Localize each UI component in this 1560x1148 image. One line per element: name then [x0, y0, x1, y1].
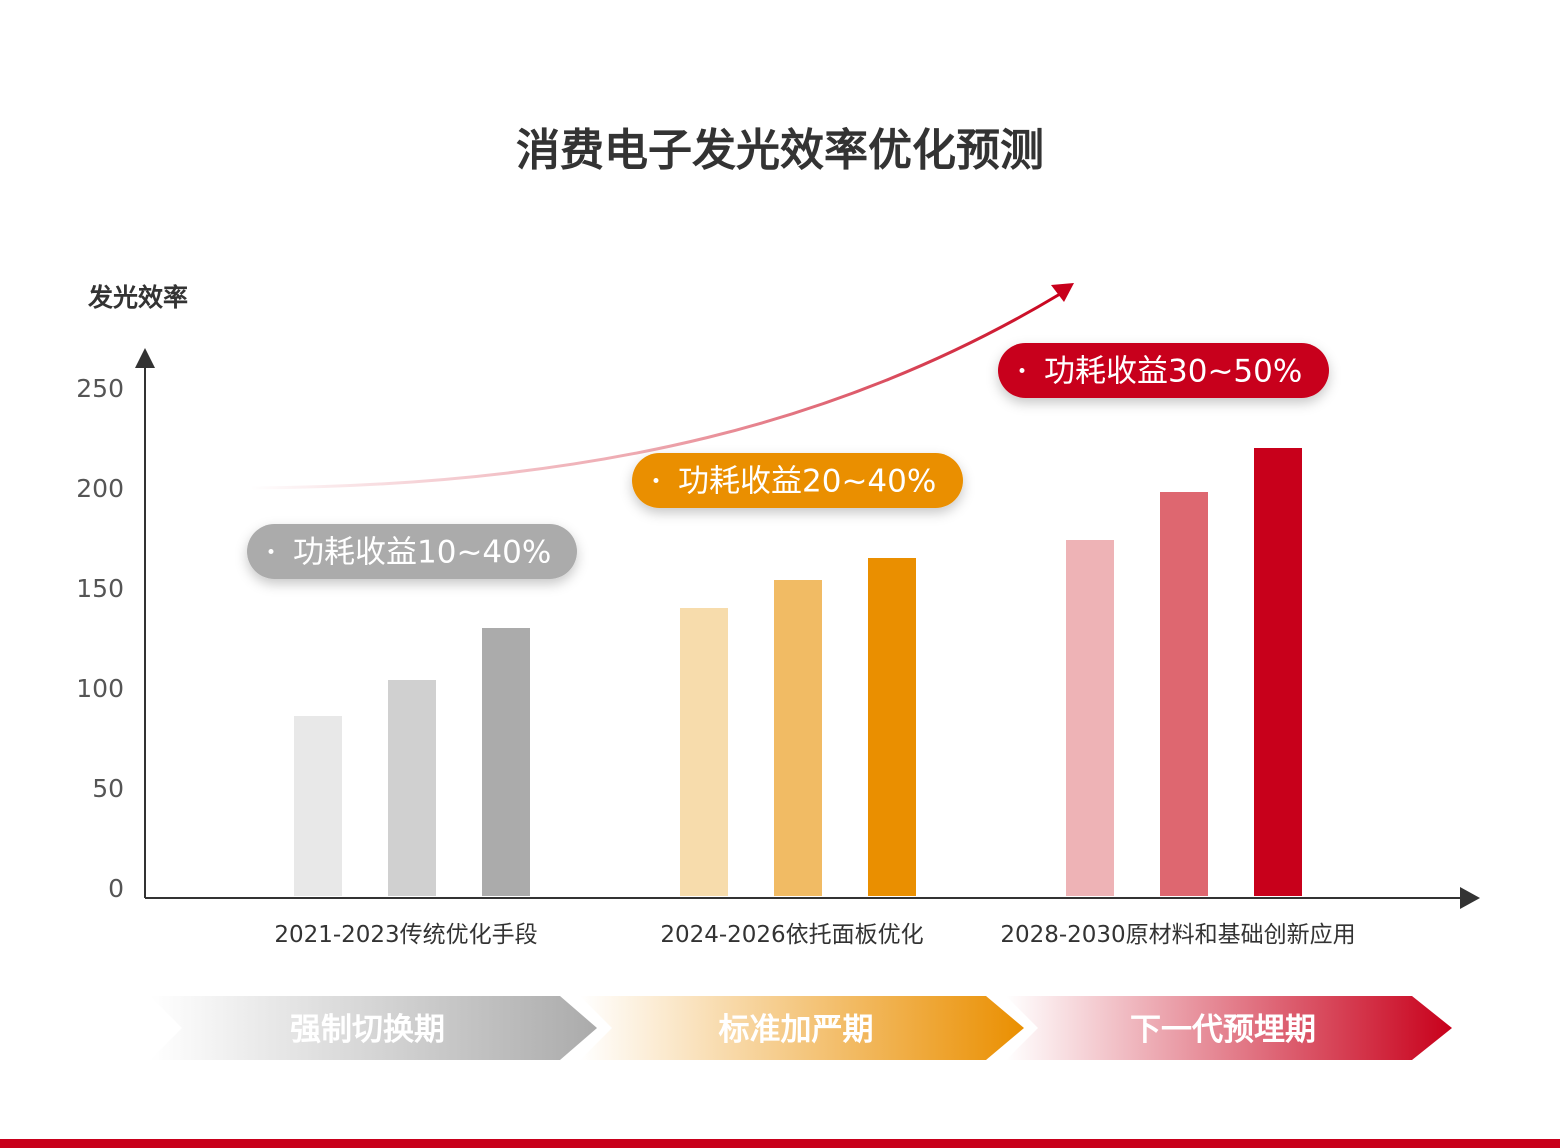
phase-label: 强制切换期	[290, 1012, 445, 1048]
chart-title: 消费电子发光效率优化预测	[516, 125, 1044, 176]
phase-label: 标准加严期	[719, 1012, 874, 1048]
y-axis-label: 发光效率	[87, 283, 188, 312]
bar	[388, 680, 436, 896]
badge-bullet-icon	[1019, 368, 1025, 373]
phase-label: 下一代预埋期	[1130, 1012, 1316, 1048]
trend-arrow-line	[249, 292, 1061, 490]
bar	[294, 716, 342, 896]
bar	[1066, 540, 1114, 896]
badge-bullet-icon	[653, 478, 659, 483]
y-tick-label: 150	[76, 574, 124, 603]
bar	[774, 580, 822, 896]
badge-label: 功耗收益10~40%	[293, 535, 551, 571]
y-tick-label: 100	[76, 674, 124, 703]
y-axis-arrow	[135, 348, 155, 368]
badge-label: 功耗收益30~50%	[1044, 354, 1302, 390]
bar	[868, 558, 916, 896]
phase-chevron	[580, 996, 1024, 1060]
badge-label: 功耗收益20~40%	[678, 464, 936, 500]
phase-chevron	[150, 996, 597, 1060]
bar	[1160, 492, 1208, 896]
y-tick-label: 250	[76, 374, 124, 403]
badge-bullet-icon	[268, 549, 274, 554]
y-tick-label: 200	[76, 474, 124, 503]
bar	[680, 608, 728, 896]
bar	[1254, 448, 1302, 896]
footer-band	[0, 1139, 1560, 1148]
phase-chevron	[1006, 996, 1452, 1060]
y-tick-label: 0	[108, 874, 124, 903]
badge-pill	[632, 453, 963, 508]
x-category-label: 2021-2023传统优化手段	[274, 922, 537, 948]
x-axis-arrow	[1460, 887, 1480, 909]
bar	[482, 628, 530, 896]
badge-pill	[998, 343, 1329, 398]
trend-arrowhead	[1051, 283, 1074, 302]
badge-pill	[247, 524, 577, 579]
x-category-label: 2028-2030原材料和基础创新应用	[1000, 922, 1355, 948]
x-category-label: 2024-2026依托面板优化	[660, 922, 923, 948]
y-tick-label: 50	[92, 774, 124, 803]
